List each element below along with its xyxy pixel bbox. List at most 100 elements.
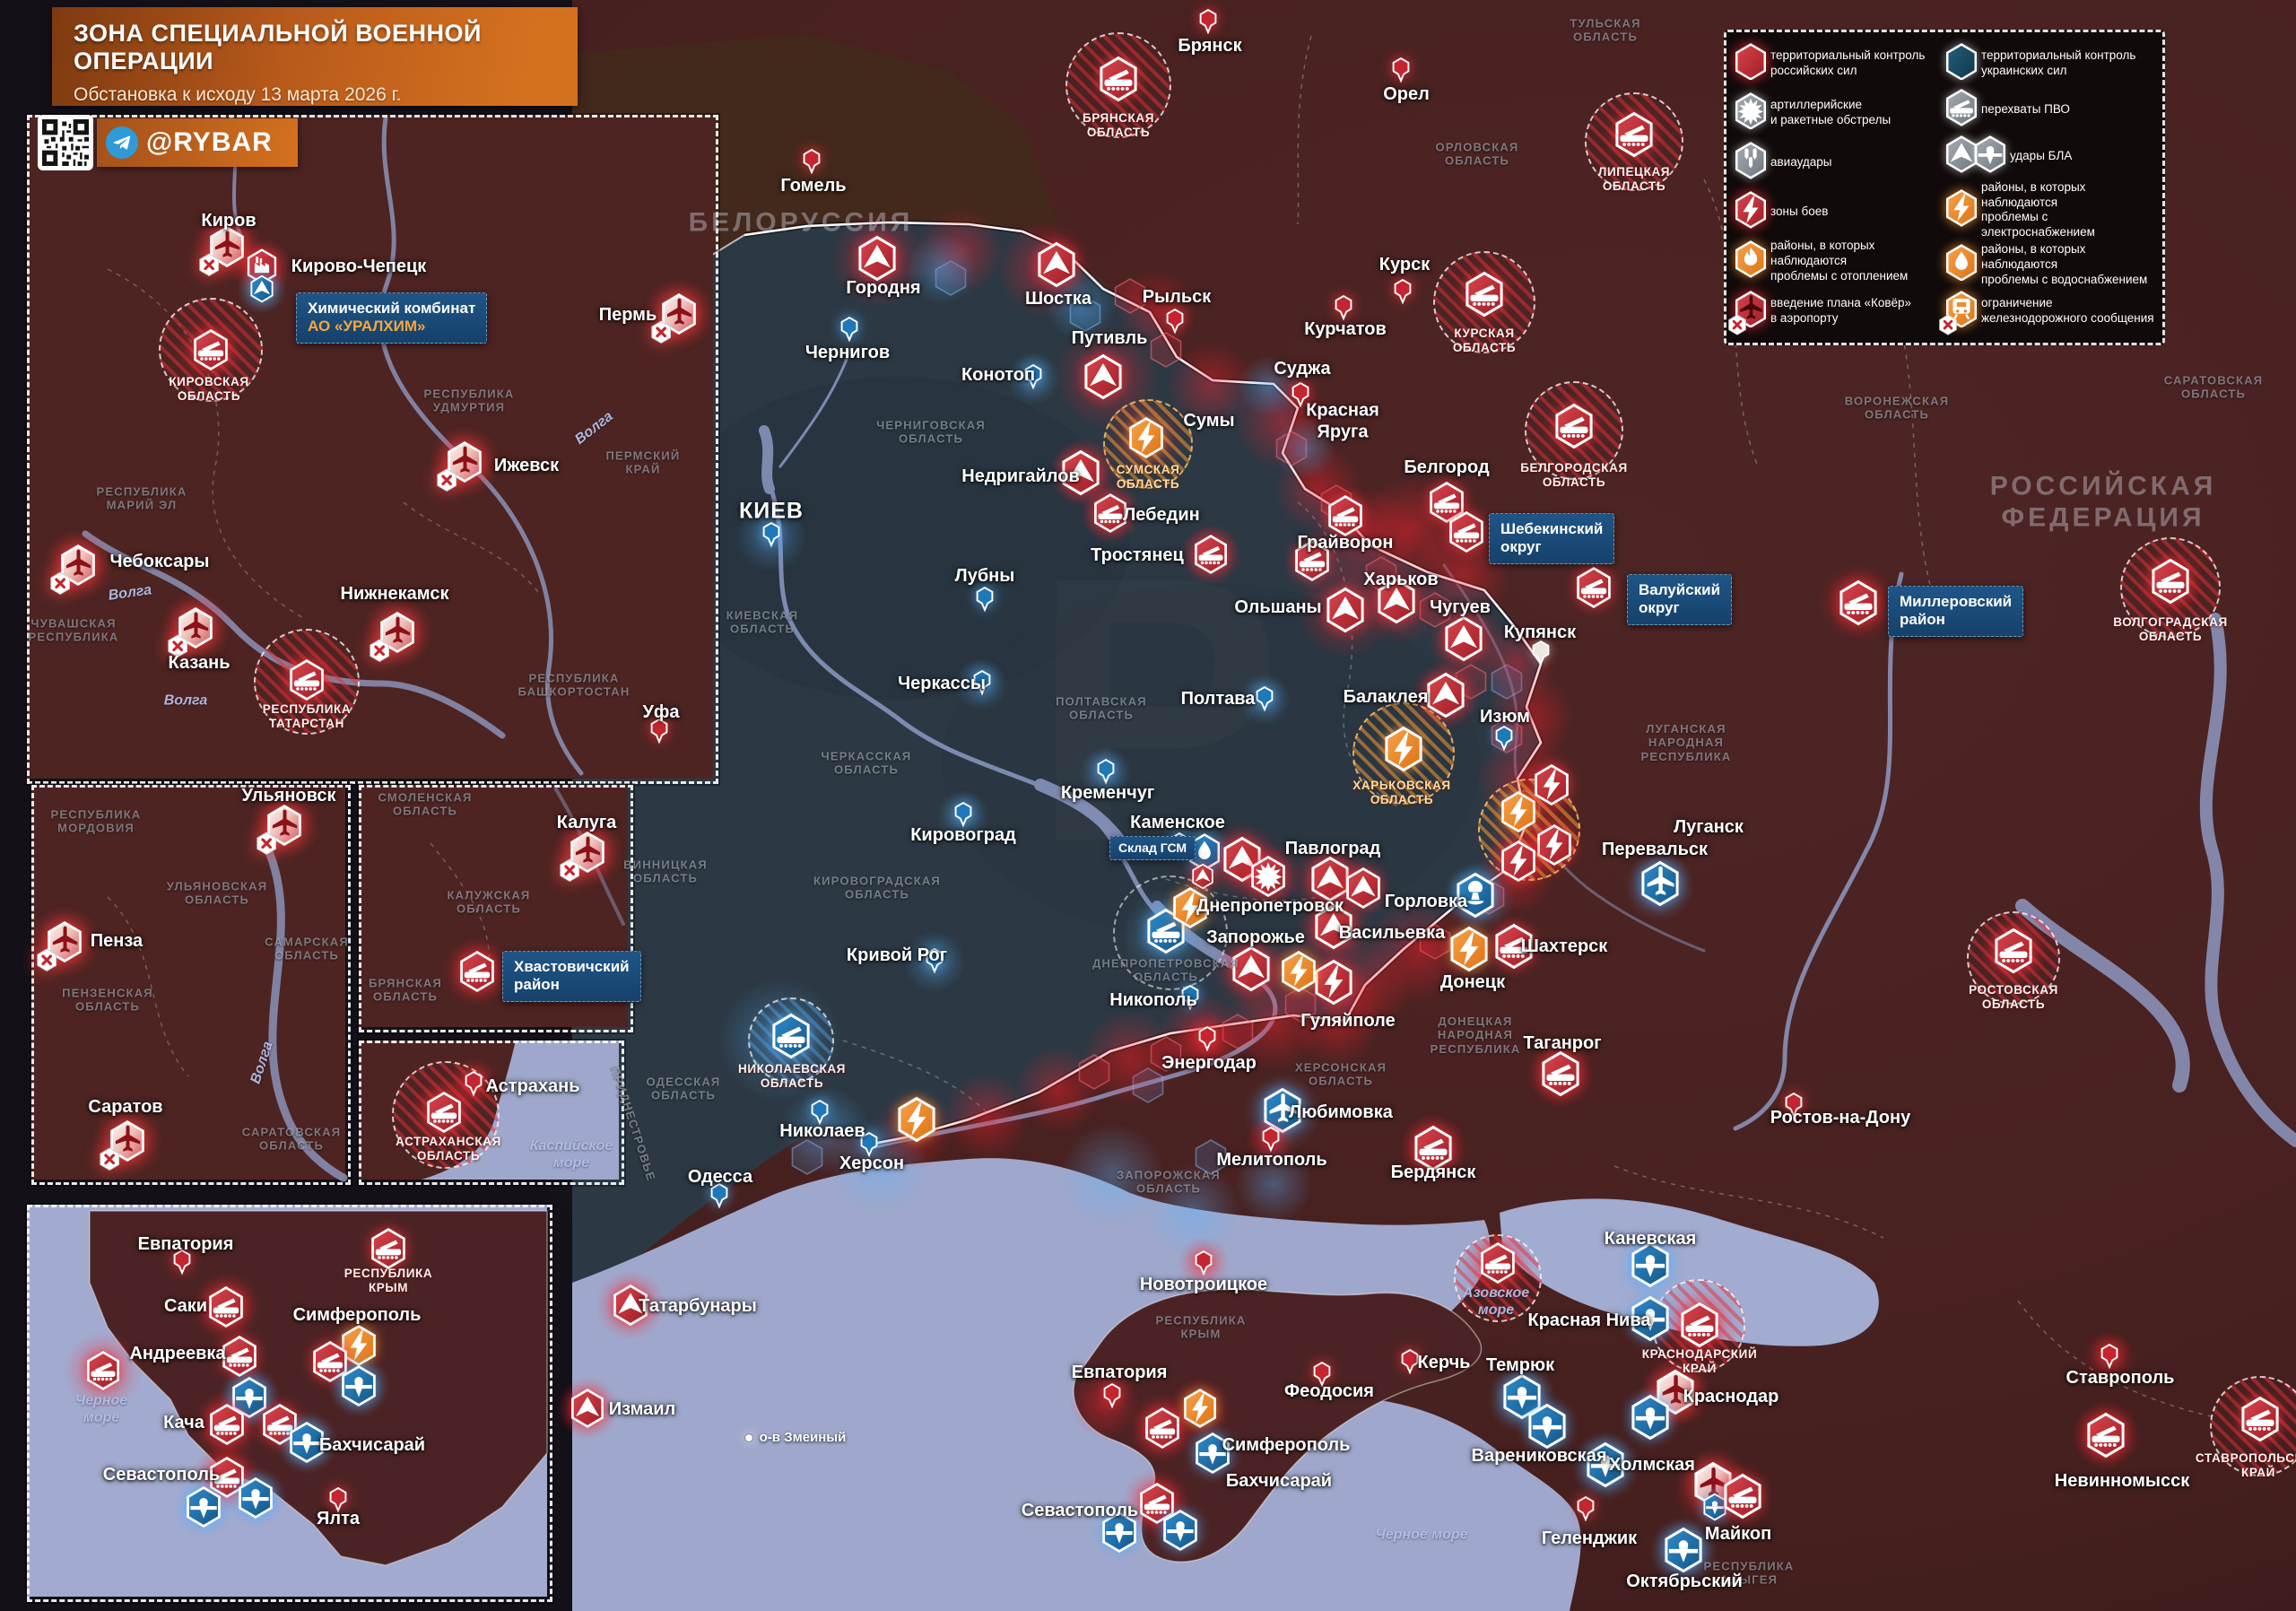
marker-droneQ-blue-icon[interactable] [1630,1295,1671,1342]
marker-droneD-red-icon[interactable] [857,235,898,282]
marker-aa-red-icon[interactable] [311,1341,349,1382]
marker-plane-wr-icon[interactable] [560,832,606,883]
marker-droneD-blue-icon[interactable] [249,274,274,303]
marker-pin-blue-icon[interactable] [710,1182,729,1209]
marker-lightning-red-icon[interactable] [1535,824,1573,866]
marker-droneQ-blue-icon[interactable] [1630,1394,1671,1441]
marker-pin-red-icon[interactable] [465,1070,483,1097]
marker-aa-red-icon[interactable] [1293,540,1331,581]
marker-pin-blue-icon[interactable] [1024,363,1043,390]
marker-plane-wr-icon[interactable] [50,544,97,596]
marker-droneD-red-icon[interactable] [1344,867,1382,909]
marker-factory-red-icon[interactable] [246,248,278,284]
marker-lightning-orange-icon[interactable] [1171,887,1209,928]
marker-pin-blue-icon[interactable] [1495,725,1514,752]
marker-aa-red-icon[interactable] [1540,1050,1581,1097]
marker-droneQ-blue-icon[interactable] [288,1422,326,1463]
marker-droneD-red-icon[interactable] [1313,903,1354,950]
marker-lightning-orange-icon[interactable] [1127,417,1165,458]
marker-pin-white-icon[interactable] [1532,640,1551,666]
marker-pin-blue-icon[interactable] [1181,984,1200,1011]
marker-aa-red-icon[interactable] [458,951,496,992]
marker-pin-red-icon[interactable] [1103,1382,1122,1409]
marker-aa-red-icon[interactable] [1464,271,1505,318]
marker-aa-red-icon[interactable] [1722,1473,1763,1520]
marker-droneQ-blue-icon[interactable] [237,1477,274,1519]
marker-aa-red-icon[interactable] [1193,535,1229,574]
marker-pin-red-icon[interactable] [1335,294,1353,321]
marker-aa-red-icon[interactable] [1326,495,1364,536]
marker-droneD-red-icon[interactable] [1191,863,1214,890]
marker-lightning-red-icon[interactable] [1533,764,1570,806]
marker-lightning-orange-icon[interactable] [1383,726,1424,772]
marker-aa-red-icon[interactable] [1098,56,1139,102]
marker-pin-blue-icon[interactable] [926,947,944,974]
marker-aa-red-icon[interactable] [208,1404,246,1445]
marker-aa-red-icon[interactable] [1575,567,1613,608]
marker-plane-wr-icon[interactable] [168,607,214,658]
marker-lightning-orange-icon[interactable] [896,1096,937,1143]
marker-aa-red-icon[interactable] [1679,1302,1720,1348]
marker-aa-red-icon[interactable] [1993,927,2034,974]
marker-aa-red-icon[interactable] [208,1457,246,1498]
marker-lightning-red-icon[interactable] [1500,840,1537,882]
marker-aa-red-icon[interactable] [370,1228,407,1269]
marker-pin-blue-icon[interactable] [811,1099,830,1126]
marker-plane-wr-icon[interactable] [437,441,483,492]
marker-droneD-red-icon[interactable] [1222,836,1263,883]
marker-aa-red-icon[interactable] [1553,403,1595,449]
marker-pin-blue-icon[interactable] [762,521,781,548]
marker-droneD-red-icon[interactable] [612,1284,649,1326]
marker-plane-wr-icon[interactable] [100,1120,146,1171]
marker-plane-wr-icon[interactable] [257,805,303,856]
marker-droneQ-blue-icon[interactable] [1161,1510,1199,1551]
marker-plane-wr-icon[interactable] [199,226,246,277]
marker-droneD-red-icon[interactable] [1425,672,1466,718]
marker-aa-red-icon[interactable] [1479,1242,1517,1284]
marker-droneQ-blue-icon[interactable] [1194,1432,1231,1474]
marker-aa-red-icon[interactable] [425,1092,463,1133]
marker-droneQ-blue-icon[interactable] [340,1365,378,1406]
marker-pin-red-icon[interactable] [1394,278,1413,305]
marker-plane-blue-icon[interactable] [1262,1087,1303,1134]
marker-aa-blue-icon[interactable] [770,1013,812,1059]
marker-pin-red-icon[interactable] [1577,1495,1596,1522]
marker-pin-blue-icon[interactable] [954,801,973,828]
marker-aa-red-icon[interactable] [192,329,230,370]
marker-aa-red-icon[interactable] [1413,1125,1454,1171]
marker-aa-red-icon[interactable] [1138,1483,1176,1524]
marker-pin-blue-icon[interactable] [1097,758,1116,785]
marker-droneQ-blue-icon[interactable] [1501,1373,1543,1420]
marker-lightning-orange-icon[interactable] [1500,791,1537,832]
marker-aa-red-icon[interactable] [85,1351,121,1390]
marker-pin-red-icon[interactable] [1392,57,1411,83]
marker-pin-red-icon[interactable] [1262,1126,1281,1153]
marker-pin-red-icon[interactable] [1785,1092,1804,1119]
marker-aa-red-icon[interactable] [2239,1396,2281,1442]
marker-droneD-red-icon[interactable] [1231,945,1272,992]
marker-droneD-red-icon[interactable] [1325,587,1366,633]
marker-pin-red-icon[interactable] [1195,1250,1213,1276]
marker-lightning-orange-icon[interactable] [1280,951,1318,992]
marker-droneQ-blue-icon[interactable] [1585,1441,1626,1488]
marker-pin-red-icon[interactable] [1401,1348,1420,1375]
marker-pin-red-icon[interactable] [1166,308,1185,335]
marker-pin-red-icon[interactable] [173,1249,192,1276]
marker-pin-red-icon[interactable] [1292,381,1310,408]
marker-droneD-red-icon[interactable] [1309,856,1351,902]
marker-pin-red-icon[interactable] [1313,1361,1332,1388]
marker-aa-red-icon[interactable] [1428,482,1465,523]
marker-aa-red-icon[interactable] [207,1286,245,1328]
marker-plane-wr-icon[interactable] [651,293,698,344]
marker-aa-red-icon[interactable] [1613,111,1655,158]
marker-aa-red-icon[interactable] [1092,493,1128,533]
marker-pin-red-icon[interactable] [329,1486,348,1513]
marker-droneD-red-icon[interactable] [1036,241,1077,288]
marker-plane-wr-icon[interactable] [370,612,416,663]
marker-lightning-orange-icon[interactable] [1182,1389,1218,1428]
marker-aa-red-icon[interactable] [221,1336,258,1377]
marker-nuclear-blue-icon[interactable] [1455,872,1496,919]
marker-pin-red-icon[interactable] [803,148,822,175]
marker-aa-red-icon[interactable] [1493,923,1535,970]
marker-dot-white-icon[interactable] [744,1433,754,1443]
